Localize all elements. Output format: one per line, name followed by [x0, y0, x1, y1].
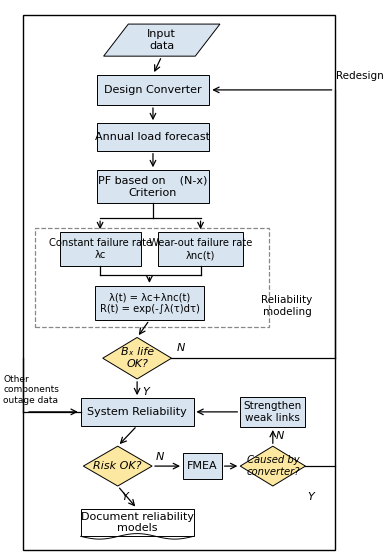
Bar [95, 286, 204, 320]
Text: Annual load forecast: Annual load forecast [95, 132, 210, 142]
Polygon shape [103, 337, 171, 379]
Text: Caused by
converter?: Caused by converter? [246, 455, 300, 477]
Text: Wear-out failure rate
λnc(t): Wear-out failure rate λnc(t) [149, 239, 252, 260]
Text: System Reliability: System Reliability [87, 407, 187, 417]
Text: Strengthen
weak links: Strengthen weak links [244, 401, 302, 423]
Text: Risk OK?: Risk OK? [94, 461, 142, 471]
Bar [59, 232, 140, 266]
Text: Input
data: Input data [147, 29, 176, 51]
Text: Redesign: Redesign [336, 71, 384, 81]
Bar [23, 15, 334, 550]
Text: N: N [177, 342, 185, 353]
Text: N: N [275, 431, 284, 441]
Text: Reliability
modeling: Reliability modeling [261, 295, 313, 317]
Text: Constant failure rate
λc: Constant failure rate λc [48, 239, 152, 260]
Text: FMEA: FMEA [187, 461, 218, 471]
Bar [81, 398, 194, 426]
Text: PF based on    (N-x)
Criterion: PF based on (N-x) Criterion [98, 176, 208, 197]
Text: Document reliability
models: Document reliability models [81, 512, 194, 533]
Text: λ(t) = λc+λnc(t)
R(t) = exp(-∫λ(τ)dτ): λ(t) = λc+λnc(t) R(t) = exp(-∫λ(τ)dτ) [99, 292, 199, 314]
Bar [240, 396, 305, 427]
Bar [183, 453, 222, 479]
Text: Other
components
outage data: Other components outage data [3, 375, 59, 405]
Polygon shape [240, 446, 305, 486]
Text: Y: Y [307, 492, 314, 502]
Text: Design Converter: Design Converter [104, 85, 202, 95]
Polygon shape [83, 446, 152, 486]
Bar [97, 123, 210, 151]
Text: Y: Y [121, 492, 128, 502]
Bar [81, 509, 194, 537]
Bar [35, 228, 269, 327]
Polygon shape [104, 24, 220, 56]
Text: Y: Y [142, 388, 149, 397]
Bar [158, 232, 243, 266]
Text: Bₓ life
OK?: Bₓ life OK? [121, 348, 154, 369]
Text: N: N [156, 451, 164, 461]
Bar [97, 75, 210, 105]
Bar [97, 170, 210, 203]
